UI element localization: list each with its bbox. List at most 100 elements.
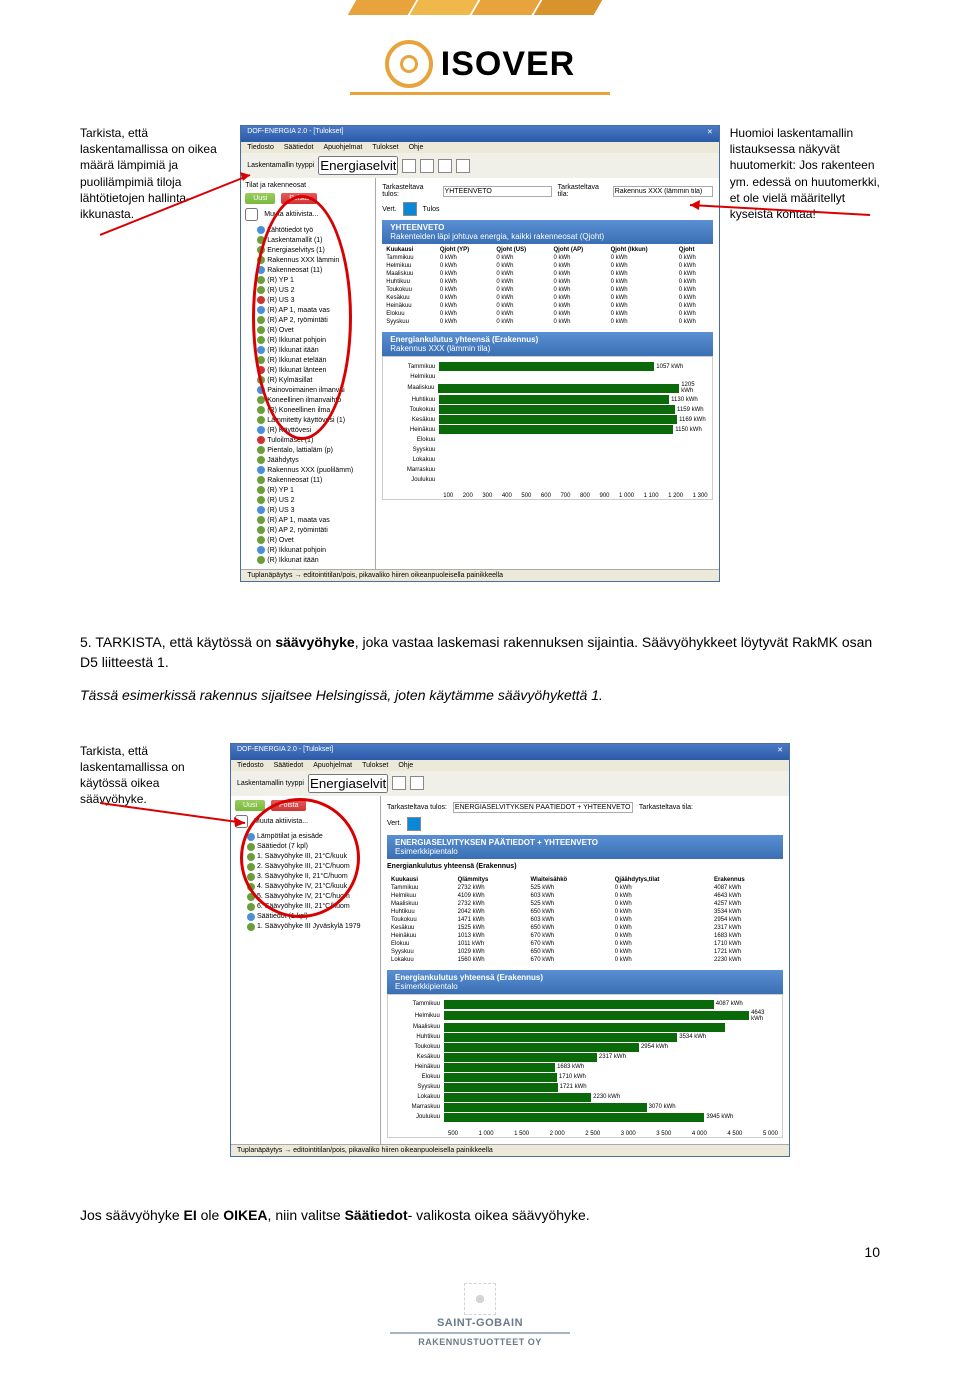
body-italic: Tässä esimerkissä rakennus sijaitsee Hel… bbox=[80, 687, 880, 703]
tree-item[interactable]: Rakennus XXX lämmin bbox=[245, 255, 371, 265]
toolbar-icon[interactable] bbox=[420, 159, 434, 173]
tree-item[interactable]: Säätiedot (7 kpl) bbox=[235, 842, 376, 852]
chart-sub: Esimerkkipientalo bbox=[395, 982, 458, 991]
toolbar-icon[interactable] bbox=[438, 159, 452, 173]
logo-isover: ISOVER bbox=[0, 40, 960, 95]
tree-item[interactable]: Jäähdytys bbox=[245, 455, 371, 465]
menu-item[interactable]: Tulokset bbox=[372, 144, 398, 151]
tree-item[interactable]: (R) US 2 bbox=[245, 285, 371, 295]
menu-item[interactable]: Apuohjelmat bbox=[323, 144, 362, 151]
logo-text: ISOVER bbox=[441, 45, 575, 84]
tree-item[interactable]: Lähtötiedot työ bbox=[245, 225, 371, 235]
tree-item[interactable]: (R) Ovet bbox=[245, 325, 371, 335]
tree-item[interactable]: (R) US 3 bbox=[245, 295, 371, 305]
menu-item[interactable]: Tulokset bbox=[362, 762, 388, 769]
checkbox[interactable] bbox=[245, 208, 258, 221]
tree-item[interactable]: (R) AP 2, ryömintäti bbox=[245, 525, 371, 535]
menubar[interactable]: Tiedosto Säätiedot Apuohjelmat Tulokset Ohje bbox=[231, 760, 789, 771]
menubar[interactable]: Tiedosto Säätiedot Apuohjelmat Tulokset Ohje bbox=[241, 142, 719, 153]
tree-item[interactable]: (R) Ikkunat pohjoin bbox=[245, 335, 371, 345]
titlebar: DOF-ENERGIA 2.0 - [Tulokset]✕ bbox=[241, 126, 719, 142]
tree-item[interactable]: Säätiedot (1 kpl) bbox=[235, 912, 376, 922]
tree-item[interactable]: 6. Säävyöhyke III, 21°C/huom bbox=[235, 902, 376, 912]
tree-item[interactable]: (R) Ovet bbox=[245, 535, 371, 545]
tree-item[interactable]: 5. Säävyöhyke IV, 21°C/huom bbox=[235, 892, 376, 902]
tree-item[interactable]: 2. Säävyöhyke III, 21°C/huom bbox=[235, 862, 376, 872]
tree-item[interactable]: Lämmitetty käyttövesi (1) bbox=[245, 415, 371, 425]
checkbox[interactable] bbox=[235, 815, 248, 828]
footer-paragraph: Jos säävyöhyke EI ole OIKEA, niin valits… bbox=[80, 1207, 880, 1223]
close-icon[interactable]: ✕ bbox=[777, 746, 783, 758]
toolbar-icon[interactable] bbox=[402, 159, 416, 173]
field-label: Tarkasteltava tulos: bbox=[382, 184, 436, 198]
field-input[interactable] bbox=[443, 186, 552, 197]
tree-item[interactable]: (R) Koneellinen ilma bbox=[245, 405, 371, 415]
sub-heading: Energiankulutus yhteensä (Erakennus) bbox=[387, 859, 783, 874]
toolbar-label: Laskentamallin tyyppi bbox=[237, 780, 304, 787]
field-input[interactable] bbox=[453, 802, 633, 813]
field-input[interactable] bbox=[613, 186, 713, 197]
tree-item[interactable]: Tuloilmaset (1) bbox=[245, 435, 371, 445]
menu-item[interactable]: Säätiedot bbox=[274, 762, 304, 769]
chart-title: Energiankulutus yhteensä (Erakennus) bbox=[390, 335, 538, 344]
menu-item[interactable]: Ohje bbox=[409, 144, 424, 151]
tree-item[interactable]: (R) Ikkunat etelään bbox=[245, 355, 371, 365]
panel-title: ENERGIASELVITYKSEN PÄÄTIEDOT + YHTEENVET… bbox=[395, 838, 598, 847]
toolbar-select[interactable] bbox=[318, 156, 398, 175]
tree-item[interactable]: 1. Säävyöhyke III, 21°C/kuuk bbox=[235, 852, 376, 862]
close-icon[interactable]: ✕ bbox=[707, 128, 713, 140]
tree-item[interactable]: (R) AP 1, maata vas bbox=[245, 305, 371, 315]
menu-item[interactable]: Tiedosto bbox=[247, 144, 274, 151]
footer-sub: RAKENNUSTUOTTEET OY bbox=[390, 1337, 570, 1347]
tree-item[interactable]: (R) US 2 bbox=[245, 495, 371, 505]
tree-item[interactable]: Pientalo, lattialäm (p) bbox=[245, 445, 371, 455]
menu-item[interactable]: Ohje bbox=[398, 762, 413, 769]
tree-pane[interactable]: Uusi Poista Muuta aktiivista... Lämpötil… bbox=[231, 796, 381, 1144]
tree-pane[interactable]: Tilat ja rakenneosat Uusi Poista Muuta a… bbox=[241, 178, 376, 569]
toolbar-icon[interactable] bbox=[456, 159, 470, 173]
tree-item[interactable]: (R) Ikkunat länteen bbox=[245, 365, 371, 375]
tree-item[interactable]: (R) YP 1 bbox=[245, 275, 371, 285]
tree-item[interactable]: 4. Säävyöhyke IV, 21°C/kuuk bbox=[235, 882, 376, 892]
menu-item[interactable]: Tiedosto bbox=[237, 762, 264, 769]
icon[interactable] bbox=[403, 202, 417, 216]
delete-button[interactable]: Poista bbox=[271, 800, 306, 811]
panel-subtitle: Esimerkkipientalo bbox=[395, 847, 458, 856]
menu-item[interactable]: Apuohjelmat bbox=[313, 762, 352, 769]
toolbar-select[interactable] bbox=[308, 774, 388, 793]
tree-item[interactable]: (R) YP 1 bbox=[245, 485, 371, 495]
toolbar-icon[interactable] bbox=[410, 776, 424, 790]
tree-item[interactable]: Rakenneosat (11) bbox=[245, 475, 371, 485]
panel-title: YHTEENVETO bbox=[390, 223, 444, 232]
tree-item[interactable]: (R) AP 2, ryömintäti bbox=[245, 315, 371, 325]
tree-item[interactable]: 3. Säävyöhyke II, 21°C/huom bbox=[235, 872, 376, 882]
tree-item[interactable]: (R) Kylmäsillat bbox=[245, 375, 371, 385]
tree-item[interactable]: (R) Ikkunat itään bbox=[245, 555, 371, 565]
new-button[interactable]: Uusi bbox=[235, 800, 265, 811]
menu-item[interactable]: Säätiedot bbox=[284, 144, 314, 151]
tree-item[interactable]: (R) Ikkunat pohjoin bbox=[245, 545, 371, 555]
tree-item[interactable]: Energiaselvitys (1) bbox=[245, 245, 371, 255]
icon[interactable] bbox=[407, 817, 421, 831]
toolbar-icon[interactable] bbox=[392, 776, 406, 790]
tree-item[interactable]: Paino­voimainen ilmanvai bbox=[245, 385, 371, 395]
delete-button[interactable]: Poista bbox=[281, 193, 316, 204]
page-number: 10 bbox=[864, 1244, 880, 1260]
screenshot-2: DOF-ENERGIA 2.0 - [Tulokset]✕ TiedostoSä… bbox=[230, 743, 790, 1157]
tree-item[interactable]: Rakenneosat (11) bbox=[245, 265, 371, 275]
statusbar: Tuplanäpäytys → editointitilan/pois, pik… bbox=[241, 569, 719, 581]
tree-item[interactable]: Laskentamallit (1) bbox=[245, 235, 371, 245]
new-button[interactable]: Uusi bbox=[245, 193, 275, 204]
tree-item[interactable]: Rakennus XXX (puolilämm) bbox=[245, 465, 371, 475]
tree-item[interactable]: Lämpötilat ja esisäde bbox=[235, 832, 376, 842]
tree-item[interactable]: (R) Ikkunat itään bbox=[245, 345, 371, 355]
tree-item[interactable]: 1. Säävyöhyke III Jyväskylä 1979 bbox=[235, 922, 376, 932]
tree-item[interactable]: (R) Käyttövesi bbox=[245, 425, 371, 435]
field-label: Tarkasteltava tulos: bbox=[387, 804, 447, 811]
tree-item[interactable]: (R) AP 1, maata vas bbox=[245, 515, 371, 525]
tree-item[interactable]: (R) US 3 bbox=[245, 505, 371, 515]
tree-item[interactable]: Koneellinen ilmanvaihto bbox=[245, 395, 371, 405]
label: Vert. bbox=[387, 820, 401, 827]
panel-subtitle: Rakenteiden läpi johtuva energia, kaikki… bbox=[390, 232, 604, 241]
main-pane: Tarkasteltava tulos: Tarkasteltava tila:… bbox=[376, 178, 719, 569]
